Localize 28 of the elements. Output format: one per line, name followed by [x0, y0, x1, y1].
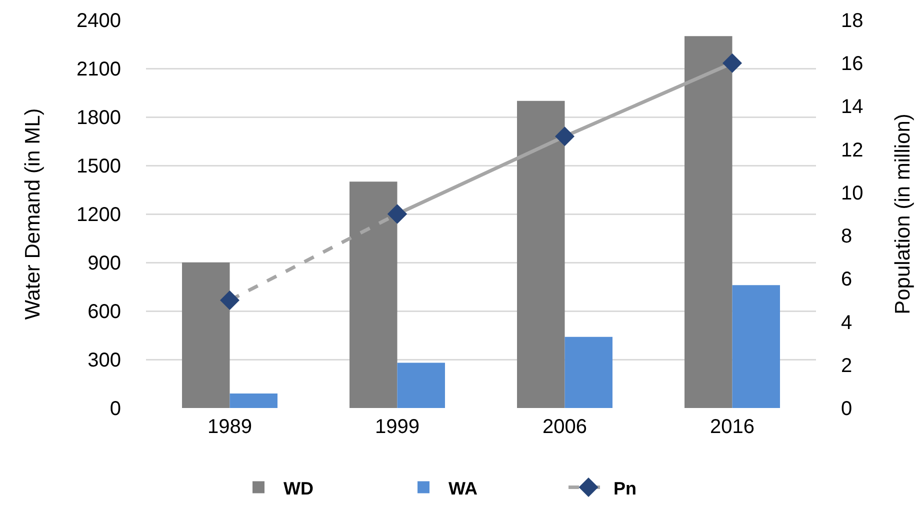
x-tick-label: 1999 — [375, 416, 420, 438]
legend-label: WD — [284, 478, 314, 498]
y-tick-label: 1500 — [76, 156, 121, 178]
x-tick-label: 2016 — [710, 416, 754, 438]
legend-label: WA — [448, 478, 478, 498]
y2-tick-label: 16 — [841, 53, 864, 76]
y-tick-label: 300 — [88, 350, 121, 372]
legend-label: Pn — [614, 478, 637, 498]
y-tick-label: 900 — [88, 252, 121, 274]
y2-tick-label: 8 — [841, 226, 852, 248]
y2-tick-label: 4 — [841, 312, 852, 334]
y-axis-title: Water Demand (in ML) — [22, 108, 45, 320]
y2-tick-label: 12 — [841, 139, 864, 162]
y2-tick-label: 10 — [841, 182, 864, 204]
y-tick-label: 2400 — [76, 10, 121, 32]
y2-tick-label: 18 — [841, 10, 864, 32]
y2-tick-label: 6 — [841, 268, 852, 291]
x-tick-label: 1989 — [208, 416, 252, 438]
y2-axis-title: Population (in million) — [891, 114, 914, 314]
y-tick-label: 2100 — [76, 58, 121, 80]
y-tick-label: 0 — [110, 398, 121, 420]
x-tick-label: 2006 — [542, 416, 587, 438]
y-tick-label: 600 — [88, 301, 121, 323]
y2-tick-label: 14 — [841, 96, 864, 118]
y2-tick-label: 0 — [841, 398, 852, 420]
y-tick-label: 1800 — [76, 107, 121, 129]
y-tick-label: 1200 — [76, 204, 121, 226]
y2-tick-label: 2 — [841, 354, 852, 377]
